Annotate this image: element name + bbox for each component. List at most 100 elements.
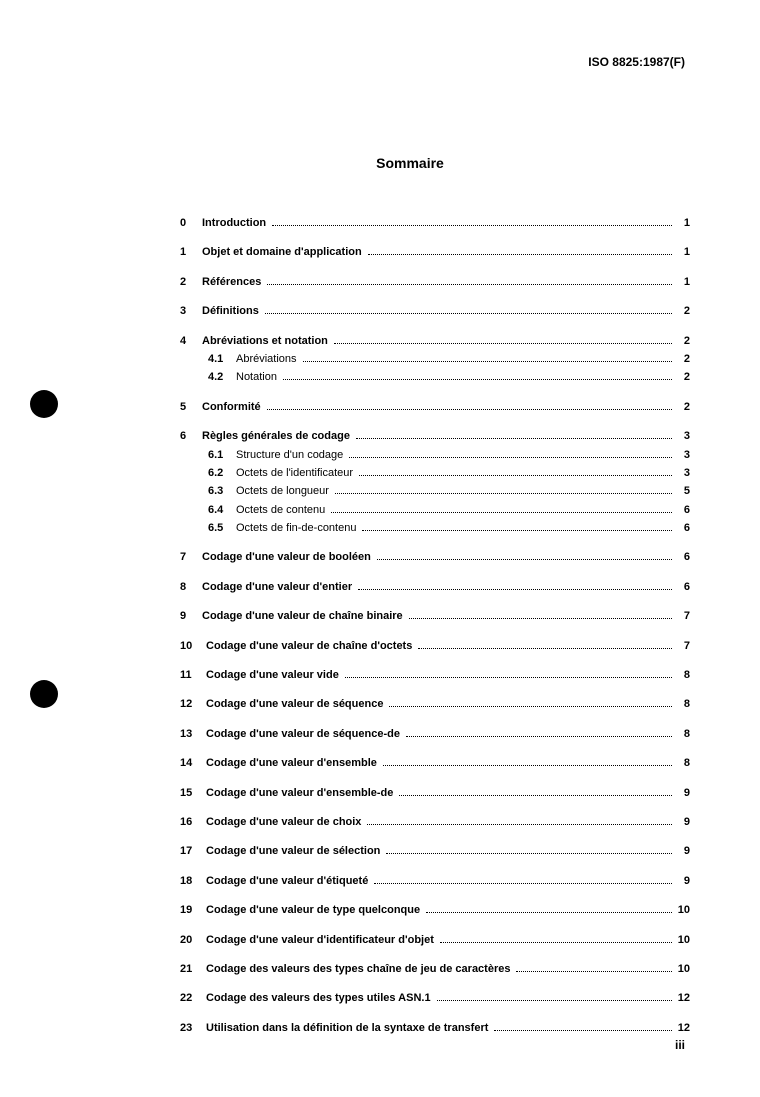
- toc-entry: 3Définitions 2: [180, 304, 690, 319]
- toc-page-number: 2: [676, 334, 690, 349]
- toc-sub-page-number: 2: [676, 352, 690, 367]
- toc-entry: 2Références1: [180, 275, 690, 290]
- toc-label: Conformité: [202, 400, 261, 415]
- toc-entry: 17Codage d'une valeur de sélection 9: [180, 844, 690, 859]
- toc-page-number: 1: [676, 275, 690, 290]
- toc-subentry: 6.2Octets de l'identificateur3: [180, 466, 690, 481]
- toc-sub-label: Octets de longueur: [236, 484, 329, 499]
- toc-subentry: 6.1Structure d'un codage3: [180, 448, 690, 463]
- toc-label: Codage d'une valeur d'étiqueté: [206, 874, 368, 889]
- toc-sub-page-number: 6: [676, 503, 690, 518]
- page-number: iii: [675, 1038, 685, 1052]
- toc-page-number: 2: [676, 304, 690, 319]
- toc-label: Codage d'une valeur d'ensemble: [206, 756, 377, 771]
- toc-label: Objet et domaine d'application: [202, 245, 362, 260]
- toc-page-number: 3: [676, 429, 690, 444]
- toc-sub-page-number: 5: [676, 484, 690, 499]
- toc-page-number: 8: [676, 668, 690, 683]
- toc-subentry: 6.4Octets de contenu6: [180, 503, 690, 518]
- toc-label: Codage d'une valeur de sélection: [206, 844, 380, 859]
- toc-page-number: 7: [676, 609, 690, 624]
- toc-leader-dots: [283, 372, 672, 381]
- toc-entry: 5Conformité2: [180, 400, 690, 415]
- toc-number: 18: [180, 874, 206, 889]
- toc-number: 16: [180, 815, 206, 830]
- toc-sub-label: Octets de fin-de-contenu: [236, 521, 356, 536]
- toc-leader-dots: [418, 640, 672, 649]
- toc-leader-dots: [267, 401, 672, 410]
- toc-number: 13: [180, 727, 206, 742]
- toc-page-number: 6: [676, 580, 690, 595]
- toc-section: 8Codage d'une valeur d'entier 6: [180, 580, 690, 595]
- toc-entry: 21Codage des valeurs des types chaîne de…: [180, 962, 690, 977]
- toc-section: 1Objet et domaine d'application1: [180, 245, 690, 260]
- toc-entry: 7Codage d'une valeur de booléen6: [180, 550, 690, 565]
- toc-sub-number: 6.5: [208, 521, 236, 536]
- toc-page-number: 12: [676, 1021, 690, 1036]
- toc-leader-dots: [386, 846, 672, 855]
- toc-leader-dots: [437, 993, 672, 1002]
- toc-entry: 11Codage d'une valeur vide8: [180, 668, 690, 683]
- toc-entry: 12Codage d'une valeur de séquence8: [180, 697, 690, 712]
- toc-page-number: 9: [676, 844, 690, 859]
- toc-label: Définitions: [202, 304, 259, 319]
- toc-label: Codage des valeurs des types chaîne de j…: [206, 962, 510, 977]
- toc-leader-dots: [335, 486, 672, 495]
- toc-entry: 4Abréviations et notation2: [180, 334, 690, 349]
- toc-leader-dots: [383, 758, 672, 767]
- toc-label: Règles générales de codage: [202, 429, 350, 444]
- toc-leader-dots: [409, 611, 672, 620]
- document-page: ISO 8825:1987(F) Sommaire 0Introduction1…: [0, 0, 760, 1097]
- toc-leader-dots: [516, 963, 672, 972]
- toc-sub-number: 6.1: [208, 448, 236, 463]
- toc-sub-number: 4.2: [208, 370, 236, 385]
- toc-page-number: 8: [676, 697, 690, 712]
- toc-label: Codage d'une valeur de chaîne d'octets: [206, 639, 412, 654]
- toc-page-number: 1: [676, 245, 690, 260]
- toc-page-number: 9: [676, 815, 690, 830]
- toc-leader-dots: [349, 449, 672, 458]
- table-of-contents: 0Introduction11Objet et domaine d'applic…: [180, 216, 690, 1036]
- toc-leader-dots: [374, 875, 672, 884]
- toc-entry: 6Règles générales de codage 3: [180, 429, 690, 444]
- toc-label: Codage d'une valeur d'entier: [202, 580, 352, 595]
- toc-label: Codage d'une valeur de booléen: [202, 550, 371, 565]
- toc-label: Introduction: [202, 216, 266, 231]
- toc-leader-dots: [440, 934, 672, 943]
- toc-number: 8: [180, 580, 202, 595]
- toc-sub-label: Octets de contenu: [236, 503, 325, 518]
- toc-number: 14: [180, 756, 206, 771]
- toc-leader-dots: [389, 699, 672, 708]
- toc-subentry: 6.3Octets de longueur5: [180, 484, 690, 499]
- toc-leader-dots: [334, 335, 672, 344]
- toc-number: 1: [180, 245, 202, 260]
- toc-label: Codage d'une valeur de chaîne binaire: [202, 609, 403, 624]
- toc-subentry: 4.1Abréviations2: [180, 352, 690, 367]
- toc-entry: 14Codage d'une valeur d'ensemble8: [180, 756, 690, 771]
- toc-sub-page-number: 3: [676, 466, 690, 481]
- toc-leader-dots: [265, 305, 672, 314]
- toc-label: Codage d'une valeur d'identificateur d'o…: [206, 933, 434, 948]
- toc-label: Codage d'une valeur de séquence-de: [206, 727, 400, 742]
- toc-number: 9: [180, 609, 202, 624]
- toc-section: 0Introduction1: [180, 216, 690, 231]
- toc-label: Codage d'une valeur vide: [206, 668, 339, 683]
- toc-number: 17: [180, 844, 206, 859]
- toc-leader-dots: [367, 816, 672, 825]
- toc-number: 2: [180, 275, 202, 290]
- document-header: ISO 8825:1987(F): [588, 55, 685, 69]
- toc-page-number: 1: [676, 216, 690, 231]
- toc-label: Codage d'une valeur d'ensemble-de: [206, 786, 393, 801]
- toc-entry: 1Objet et domaine d'application1: [180, 245, 690, 260]
- toc-leader-dots: [267, 276, 672, 285]
- toc-number: 5: [180, 400, 202, 415]
- toc-number: 6: [180, 429, 202, 444]
- toc-sub-number: 6.2: [208, 466, 236, 481]
- toc-entry: 8Codage d'une valeur d'entier 6: [180, 580, 690, 595]
- toc-entry: 0Introduction1: [180, 216, 690, 231]
- toc-number: 15: [180, 786, 206, 801]
- toc-section: 21Codage des valeurs des types chaîne de…: [180, 962, 690, 977]
- toc-page-number: 12: [676, 991, 690, 1006]
- toc-number: 3: [180, 304, 202, 319]
- toc-page-number: 10: [676, 962, 690, 977]
